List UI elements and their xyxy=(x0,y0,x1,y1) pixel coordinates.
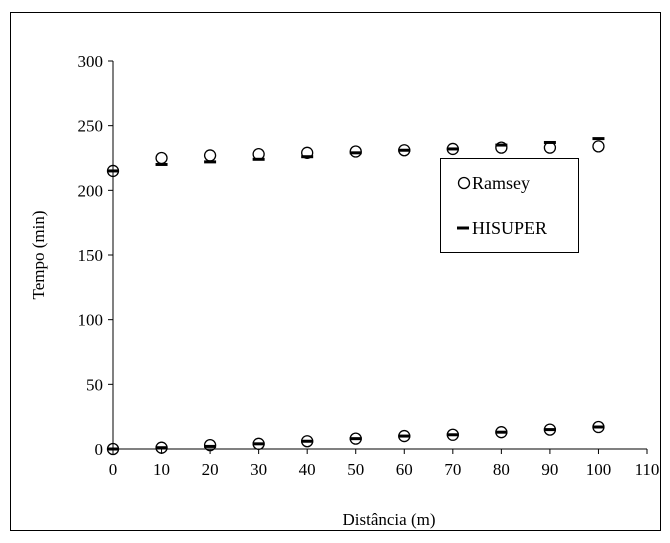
data-marks xyxy=(106,137,605,456)
y-axis-label: Tempo (min) xyxy=(29,211,48,300)
x-tick-label: 50 xyxy=(347,460,364,479)
x-tick-label: 10 xyxy=(153,460,170,479)
x-tick-label: 100 xyxy=(586,460,612,479)
x-tick-label: 80 xyxy=(493,460,510,479)
axes: 0 10 20 30 40 50 60 70 80 90 100 110 0 50 100 150 200 250… xyxy=(78,52,660,479)
legend-marker-ramsey xyxy=(457,176,471,190)
y-tick-label: 150 xyxy=(78,246,104,265)
x-tick-label: 90 xyxy=(541,460,558,479)
y-tick-label: 0 xyxy=(95,440,104,459)
point-ramsey xyxy=(495,141,508,154)
x-tick-label: 20 xyxy=(202,460,219,479)
point-ramsey xyxy=(301,146,314,159)
legend-box xyxy=(440,158,579,253)
y-tick-label: 200 xyxy=(78,181,104,200)
y-tick-label: 100 xyxy=(78,311,104,330)
x-tick-label: 60 xyxy=(396,460,413,479)
x-tick-label: 0 xyxy=(109,460,118,479)
x-tick-label: 30 xyxy=(250,460,267,479)
y-tick-label: 50 xyxy=(86,375,103,394)
x-axis-label: Distância (m) xyxy=(343,510,436,529)
legend-label-ramsey: Ramsey xyxy=(472,173,530,193)
legend-label-hisuper: HISUPER xyxy=(472,218,547,238)
x-tick-label: 40 xyxy=(299,460,316,479)
x-tick-label: 110 xyxy=(635,460,660,479)
y-tick-label: 300 xyxy=(78,52,104,71)
point-ramsey xyxy=(592,140,605,153)
legend: Ramsey HISUPER xyxy=(440,158,579,253)
x-tick-label: 70 xyxy=(444,460,461,479)
y-tick-label: 250 xyxy=(78,117,104,136)
chart-border xyxy=(10,12,661,531)
